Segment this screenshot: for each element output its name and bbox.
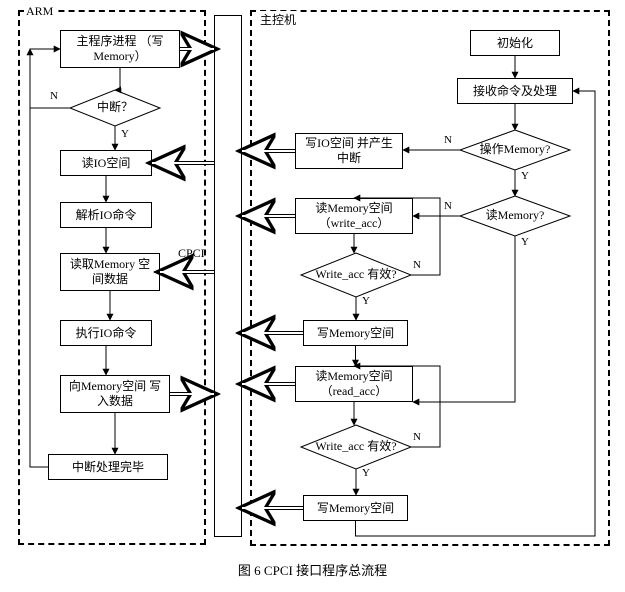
host-writeacc-valid-2-text: Write_acc 有效? <box>315 440 396 454</box>
host-writeacc-valid-2: Write_acc 有效? <box>301 425 411 469</box>
arm-read-memory: 读取Memory 空间数据 <box>60 253 160 291</box>
arm-interrupt-done: 中断处理完毕 <box>48 454 168 480</box>
host-read-memory-writeacc: 读Memory空间 （write_acc） <box>295 198 413 234</box>
host-read-memory-readacc-text: 读Memory空间 （read_acc） <box>300 369 408 399</box>
cpci-label: CPCI <box>178 246 205 261</box>
host-write-memory-2: 写Memory空间 <box>303 495 408 521</box>
readmemq-n-label: N <box>444 200 452 212</box>
host-writeacc-valid-1: Write_acc 有效? <box>301 253 411 297</box>
interrupt-n-label: N <box>50 90 58 102</box>
arm-write-memory: 向Memory空间 写入数据 <box>60 375 170 413</box>
host-write-memory-1: 写Memory空间 <box>303 320 408 346</box>
host-read-memory-writeacc-text: 读Memory空间 （write_acc） <box>300 201 408 231</box>
arm-region-label: ARM <box>24 4 55 19</box>
host-writeacc-valid-1-text: Write_acc 有效? <box>315 268 396 282</box>
arm-write-memory-text: 向Memory空间 写入数据 <box>65 379 165 409</box>
figure-caption: 图 6 CPCI 接口程序总流程 <box>0 560 625 579</box>
arm-interrupt-done-text: 中断处理完毕 <box>72 460 144 475</box>
wa2-y-label: Y <box>362 467 370 479</box>
host-recv: 接收命令及处理 <box>457 78 573 104</box>
host-read-memory-decision: 读Memory? <box>460 196 570 236</box>
opmem-y-label: Y <box>521 170 529 182</box>
host-write-io-text: 写IO空间 并产生中断 <box>300 136 398 166</box>
wa1-y-label: Y <box>362 295 370 307</box>
host-read-memory-readacc: 读Memory空间 （read_acc） <box>295 366 413 402</box>
host-read-memory-text: 读Memory? <box>486 209 545 223</box>
host-recv-text: 接收命令及处理 <box>473 84 557 99</box>
host-init: 初始化 <box>470 30 560 56</box>
host-init-text: 初始化 <box>497 36 533 51</box>
host-op-memory-decision: 操作Memory? <box>460 130 570 170</box>
arm-exec-io-text: 执行IO命令 <box>76 326 137 341</box>
arm-exec-io: 执行IO命令 <box>60 320 152 346</box>
arm-parse-io: 解析IO命令 <box>60 202 152 228</box>
wa2-n-label: N <box>413 431 421 443</box>
cpci-bus <box>214 15 242 537</box>
wa1-n-label: N <box>413 259 421 271</box>
arm-interrupt-text: 中断？ <box>97 101 133 115</box>
readmemq-y-label: Y <box>521 236 529 248</box>
host-region-label: 主控机 <box>258 11 298 28</box>
host-write-memory-2-text: 写Memory空间 <box>317 501 394 516</box>
arm-read-memory-text: 读取Memory 空间数据 <box>65 257 155 287</box>
arm-main-process: 主程序进程 （写Memory） <box>60 30 180 68</box>
host-op-memory-text: 操作Memory? <box>480 143 551 157</box>
arm-main-text: 主程序进程 （写Memory） <box>65 34 175 64</box>
arm-interrupt-decision: 中断？ <box>70 90 160 126</box>
interrupt-y-label: Y <box>121 128 129 140</box>
host-write-memory-1-text: 写Memory空间 <box>317 326 394 341</box>
opmem-n-label: N <box>444 134 452 146</box>
host-write-io-interrupt: 写IO空间 并产生中断 <box>295 133 403 169</box>
arm-read-io-text: 读IO空间 <box>82 156 131 171</box>
arm-parse-io-text: 解析IO命令 <box>76 208 137 223</box>
arm-read-io: 读IO空间 <box>60 150 152 176</box>
